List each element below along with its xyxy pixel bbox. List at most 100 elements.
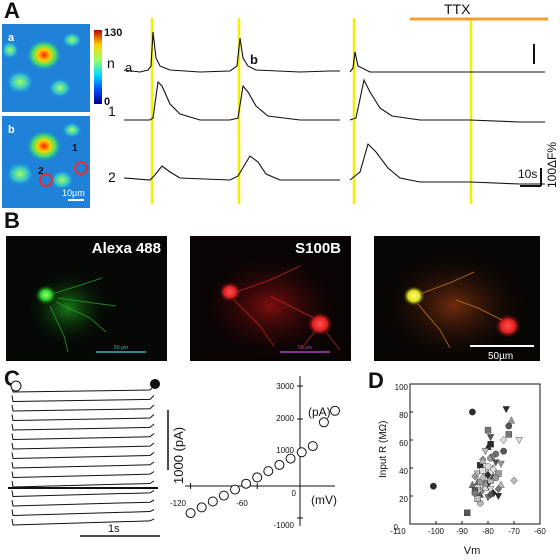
current-trace	[11, 499, 155, 507]
iv-y-tick-3000: 3000	[276, 382, 294, 391]
d-y-tick-80: 80	[399, 411, 408, 420]
ttx-label: TTX	[444, 1, 471, 17]
panel-d: 0 20 40 60 80 100 -110 -100 -90 -80 -70 …	[378, 383, 546, 557]
iv-y-unit: (pA)	[308, 405, 331, 419]
iv-point	[196, 502, 207, 513]
iv-point	[185, 508, 196, 519]
d-point	[481, 483, 490, 491]
roi-2-circle	[39, 173, 53, 187]
d-point	[505, 422, 513, 430]
current-trace	[11, 423, 155, 431]
current-trace	[11, 433, 155, 441]
d-point	[476, 478, 484, 486]
panel-a: a b 1 2 10µm 130 0 TTX n a b 1 2 10s 100	[1, 1, 559, 208]
iv-y-tick-1000: 1000	[276, 446, 294, 455]
current-traces	[8, 385, 158, 526]
scale-label-alexa: 50 µm	[114, 345, 128, 351]
micrograph-s100b: 50 µm S100B	[190, 236, 351, 361]
d-point	[481, 479, 490, 487]
iv-curve-plot: (pA) (mV) -120 -60 0 3000 2000 1000 -100…	[170, 376, 340, 530]
iv-point	[218, 490, 229, 501]
iv-x-tick-60: -60	[236, 499, 248, 508]
trace-label-b: b	[250, 52, 258, 67]
scale-time-label: 10s	[518, 167, 537, 181]
d-y-tick-100: 100	[395, 383, 409, 392]
micrograph-merge: 50µm	[374, 236, 540, 361]
stimulus-markers	[150, 18, 473, 204]
colorbar-min: 0	[104, 96, 110, 108]
filled-circle-marker	[150, 379, 160, 389]
d-point	[484, 463, 492, 471]
d-point	[469, 408, 476, 416]
d-x-tick-70: -70	[508, 527, 520, 536]
colorbar	[94, 30, 102, 104]
calcium-image-b	[2, 116, 90, 208]
d-point	[486, 490, 495, 499]
d-x-tick-110: -110	[390, 527, 406, 536]
current-trace	[11, 471, 155, 479]
current-trace	[11, 385, 155, 393]
d-point	[510, 476, 518, 485]
trace-label-1: 1	[108, 103, 116, 119]
roi-1-label: 1	[72, 143, 78, 154]
d-point	[473, 470, 482, 478]
d-point	[479, 456, 487, 465]
d-point	[515, 436, 523, 445]
current-trace	[11, 518, 155, 526]
micrograph-alexa488: 50 µm Alexa 488	[6, 236, 167, 361]
d-ylabel: Input R (MΩ)	[378, 421, 389, 479]
d-point	[471, 489, 479, 497]
d-point	[486, 434, 495, 442]
d-point	[481, 448, 490, 456]
d-point	[489, 465, 497, 474]
trace-2	[123, 142, 545, 185]
scale-label-s100b: 50 µm	[298, 345, 312, 351]
d-point	[492, 474, 500, 482]
d-points	[430, 406, 523, 517]
micrograph-merge-art: 50µm	[379, 251, 534, 361]
panel-c: 1000 (pA) 1s (pA) (mV) -120 -60 0 3000 2…	[8, 376, 340, 537]
d-point	[494, 492, 503, 501]
iv-point	[274, 459, 285, 470]
current-trace	[11, 509, 155, 517]
current-trace	[11, 404, 155, 412]
iv-point	[307, 441, 318, 452]
image-a-label: a	[8, 32, 15, 44]
d-x-tick-90: -90	[456, 527, 468, 536]
current-trace	[11, 395, 155, 403]
iv-points	[185, 405, 340, 519]
d-point	[484, 427, 492, 434]
scale-time-c-label: 1s	[108, 523, 120, 535]
iv-point	[230, 484, 240, 495]
d-point	[499, 435, 508, 445]
iv-point	[252, 472, 263, 483]
iv-x-tick-120: -120	[170, 499, 187, 508]
roi-2-label: 2	[38, 166, 44, 177]
d-y-tick-40: 40	[399, 467, 408, 476]
trace-label-2: 2	[108, 169, 116, 185]
current-trace	[11, 490, 155, 498]
open-circle-marker	[10, 380, 22, 392]
current-trace	[11, 480, 155, 488]
label-s100b: S100B	[295, 240, 341, 257]
iv-point	[318, 417, 329, 428]
trace-1	[124, 78, 545, 123]
iv-point	[263, 466, 274, 477]
iv-point	[241, 478, 252, 489]
d-point	[479, 467, 487, 475]
d-ticks	[409, 383, 541, 525]
d-x-tick-60: -60	[534, 527, 546, 536]
d-x-tick-100: -100	[428, 527, 445, 536]
d-point	[497, 460, 505, 468]
image-b-label: b	[8, 124, 15, 136]
iv-point	[330, 405, 340, 416]
d-y-tick-0: 0	[394, 523, 399, 532]
d-point	[494, 484, 503, 494]
d-point	[505, 431, 513, 438]
micrograph-alexa488-art: 50 µm	[26, 270, 146, 353]
d-point	[486, 485, 495, 494]
iv-point	[285, 453, 296, 464]
iv-point	[296, 447, 307, 458]
d-xlabel: Vm	[464, 545, 481, 557]
trace-label-a: a	[125, 60, 133, 75]
